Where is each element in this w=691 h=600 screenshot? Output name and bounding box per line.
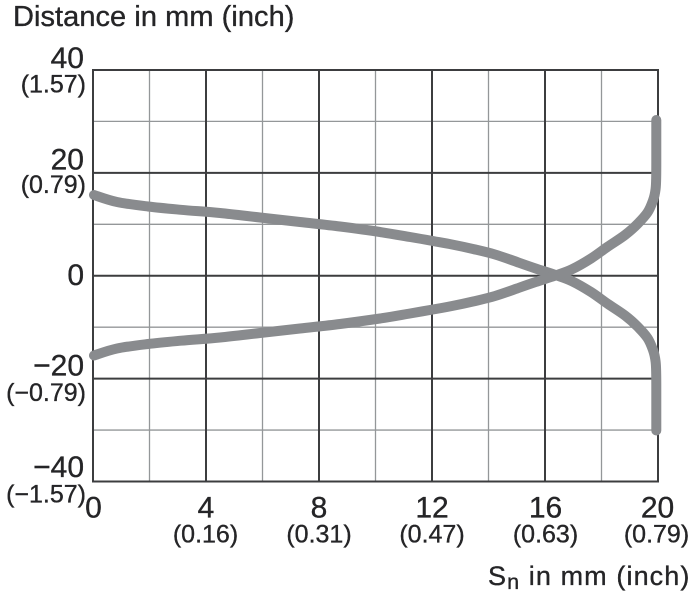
svg-text:Sn in mm (inch): Sn in mm (inch): [488, 561, 691, 594]
svg-text:(0.79): (0.79): [624, 521, 689, 549]
svg-text:0: 0: [67, 259, 84, 292]
svg-text:(0.16): (0.16): [173, 521, 238, 549]
svg-text:−40: −40: [33, 451, 84, 484]
svg-text:−20: −20: [33, 350, 84, 383]
svg-text:8: 8: [311, 492, 328, 525]
svg-text:(0.47): (0.47): [399, 521, 464, 549]
svg-text:Distance in mm (inch): Distance in mm (inch): [13, 1, 294, 33]
svg-text:40: 40: [51, 42, 84, 75]
svg-text:0: 0: [85, 492, 102, 525]
svg-text:20: 20: [641, 492, 674, 525]
svg-text:(1.57): (1.57): [21, 71, 86, 99]
svg-text:16: 16: [529, 492, 562, 525]
svg-text:(0.31): (0.31): [286, 521, 351, 549]
svg-text:12: 12: [415, 492, 448, 525]
svg-text:(0.63): (0.63): [513, 521, 578, 549]
svg-text:4: 4: [198, 492, 215, 525]
svg-text:(−0.79): (−0.79): [6, 379, 86, 407]
svg-text:20: 20: [51, 144, 84, 177]
svg-text:(−1.57): (−1.57): [6, 481, 86, 509]
svg-text:(0.79): (0.79): [21, 171, 86, 199]
